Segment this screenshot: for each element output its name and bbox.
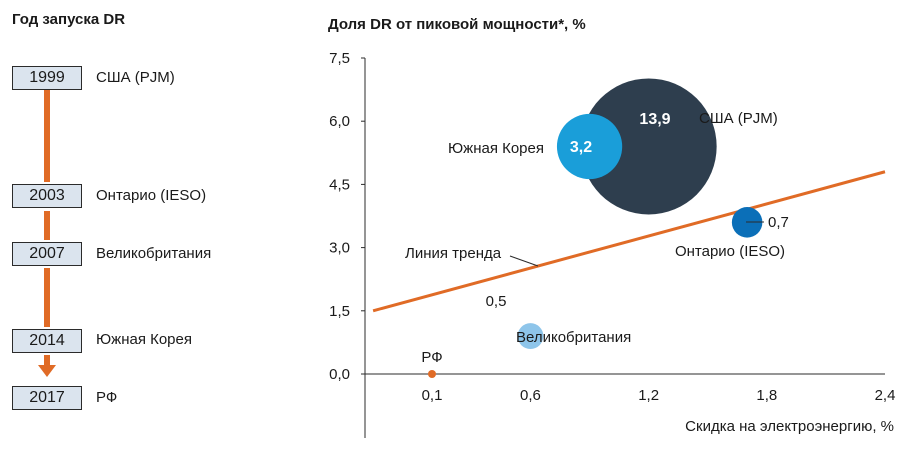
size-label-korea: 3,2 — [570, 139, 592, 156]
size-label-ontario: 0,7 — [768, 214, 789, 231]
point-label-uk: Великобритания — [516, 329, 631, 346]
y-tick-label: 7,5 — [329, 50, 350, 67]
trend-label: Линия тренда — [405, 245, 502, 262]
timeline-label-uk: Великобритания — [96, 245, 212, 262]
timeline-title: Год запуска DR — [12, 11, 126, 28]
chart-title: Доля DR от пиковой мощности*, % — [328, 16, 586, 33]
y-tick-label: 1,5 — [329, 303, 350, 320]
y-tick-label: 0,0 — [329, 366, 350, 383]
timeline-year-2003: 2003 — [12, 184, 82, 208]
x-axis-label: Скидка на электроэнергию, % — [685, 418, 894, 435]
bubble-uk — [517, 323, 544, 349]
y-tick-label: 4,5 — [329, 176, 350, 193]
point-label-rf: РФ — [421, 349, 442, 366]
timeline-line-segment — [44, 211, 50, 240]
x-tick-label: 1,2 — [638, 387, 659, 404]
size-label-uk: 0,5 — [486, 293, 507, 310]
timeline-label-korea: Южная Корея — [96, 331, 192, 348]
timeline-label-rf: РФ — [96, 389, 118, 406]
y-tick-label: 6,0 — [329, 113, 350, 130]
timeline-year-1999: 1999 — [12, 66, 82, 90]
trend-label-leader — [509, 255, 539, 267]
timeline-line-segment — [44, 90, 50, 182]
timeline-label-usa: США (PJM) — [96, 69, 175, 86]
point-label-korea: Южная Корея — [448, 140, 544, 157]
x-tick-label: 2,4 — [875, 387, 896, 404]
timeline-arrow-icon — [38, 365, 56, 377]
timeline-year-2014: 2014 — [12, 329, 82, 353]
point-label-usa: США (PJM) — [699, 110, 778, 127]
timeline-line-segment — [44, 355, 50, 365]
point-label-ontario: Онтарио (IESO) — [675, 243, 785, 260]
timeline-year-2007: 2007 — [12, 242, 82, 266]
y-tick-label: 3,0 — [329, 240, 350, 257]
timeline-label-ontario: Онтарио (IESO) — [96, 187, 207, 204]
x-tick-label: 0,6 — [520, 387, 541, 404]
bubble-rf — [428, 370, 436, 378]
x-tick-label: 1,8 — [756, 387, 777, 404]
size-label-usa: 13,9 — [639, 111, 670, 128]
x-tick-label: 0,1 — [422, 387, 443, 404]
timeline-line-segment — [44, 268, 50, 327]
timeline-year-2017: 2017 — [12, 386, 82, 410]
bubble-korea — [556, 113, 623, 180]
bubble-usa — [580, 78, 717, 215]
trend-line — [372, 170, 886, 313]
